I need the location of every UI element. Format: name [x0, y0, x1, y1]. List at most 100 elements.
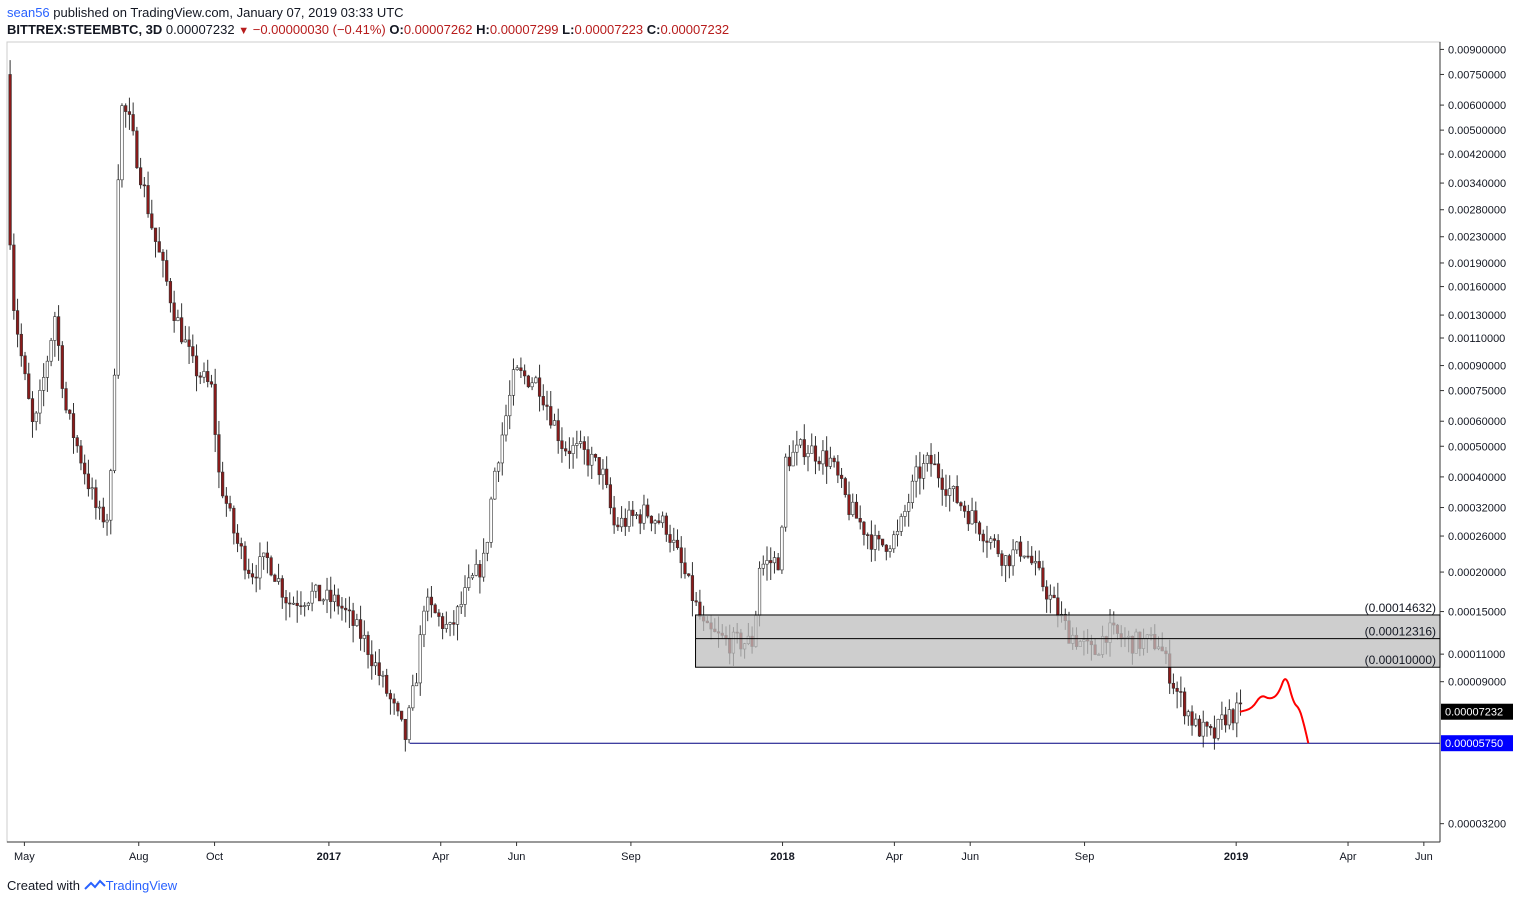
last-price: 0.00007232	[165, 22, 235, 37]
candle-down	[977, 522, 982, 535]
candle-up	[38, 390, 42, 414]
candle-down	[564, 448, 568, 452]
candle-up	[530, 382, 534, 388]
y-tick-label: 0.00003200	[1448, 819, 1506, 831]
candle-down	[664, 515, 668, 535]
zone-level-label: (0.00010000)	[1365, 653, 1436, 667]
candle-up	[90, 487, 94, 490]
candle-down	[623, 517, 627, 527]
candle-down	[288, 602, 292, 605]
candle-up	[914, 466, 918, 482]
candle-down	[366, 634, 370, 655]
candle-down	[1205, 721, 1209, 727]
y-tick-label: 0.00110000	[1448, 333, 1505, 345]
candle-down	[60, 345, 64, 389]
candle-down	[567, 450, 571, 454]
candle-up	[314, 584, 318, 592]
x-tick-label: Apr	[886, 851, 903, 863]
candle-down	[675, 539, 680, 549]
candle-up	[444, 624, 448, 629]
candle-down	[646, 504, 650, 517]
y-tick-label: 0.00750000	[1448, 69, 1506, 81]
candle-down	[27, 373, 31, 399]
candle-up	[116, 179, 120, 376]
candle-down	[213, 383, 217, 435]
projection-line[interactable]	[1239, 678, 1310, 744]
candle-down	[959, 502, 963, 507]
author-name[interactable]: sean56	[7, 5, 50, 20]
candle-up	[970, 510, 974, 525]
candle-down	[157, 241, 161, 253]
candle-down	[1212, 727, 1217, 739]
time-axis[interactable]: May Aug Oct 2017 Apr Jun Sep 2018 Apr Jun Sep 2019 A…	[14, 842, 1433, 863]
candle-down	[537, 377, 542, 397]
candle-down	[340, 605, 344, 609]
candle-down	[221, 471, 225, 497]
candle-up	[53, 316, 57, 341]
candle-down	[101, 506, 105, 523]
candle-down	[668, 534, 672, 543]
candle-down	[974, 510, 978, 524]
candle-up	[489, 498, 493, 543]
candle-up	[1004, 555, 1008, 566]
candle-up	[765, 560, 769, 565]
candle-up	[332, 594, 337, 603]
high-label: H:	[476, 22, 490, 37]
high-value: 0.00007299	[489, 22, 559, 37]
candle-down	[377, 662, 381, 676]
candle-down	[75, 437, 79, 447]
candle-up	[578, 441, 583, 444]
x-tick-label: Apr	[1339, 851, 1356, 863]
candle-down	[385, 674, 389, 694]
projection-path[interactable]	[1239, 678, 1310, 744]
y-tick-label: 0.00040000	[1448, 472, 1506, 484]
candle-down	[649, 515, 654, 524]
last-price-badge	[1441, 703, 1513, 720]
candle-down	[317, 584, 322, 602]
candle-down	[1175, 687, 1179, 692]
candle-up	[925, 454, 929, 464]
y-tick-label: 0.00500000	[1448, 125, 1506, 137]
candle-down	[981, 533, 985, 542]
candle-up	[474, 563, 478, 576]
candle-up	[176, 317, 180, 321]
candle-down	[1018, 541, 1023, 557]
candle-down	[206, 371, 210, 382]
candle-down	[94, 487, 98, 508]
supply-zone[interactable]: (0.00014632) (0.00012316) (0.00010000)	[695, 601, 1441, 668]
publish-info: sean56 published on TradingView.com, Jan…	[7, 5, 404, 20]
candle-down	[254, 576, 258, 579]
candle-down	[247, 569, 251, 574]
candle-up	[202, 371, 206, 378]
candle-down	[1045, 586, 1049, 600]
candle-up	[1216, 719, 1220, 739]
candle-down	[135, 130, 139, 169]
y-tick-label: 0.00160000	[1448, 282, 1506, 294]
candle-down	[358, 619, 363, 639]
y-tick-label: 0.00280000	[1448, 205, 1506, 217]
x-tick-label: Jun	[1415, 851, 1433, 863]
price-axis[interactable]: 0.00900000 0.00750000 0.00600000 0.00500000…	[1440, 44, 1506, 831]
candle-down	[150, 213, 154, 229]
candle-down	[30, 398, 35, 422]
candle-up	[653, 520, 657, 524]
tradingview-brand[interactable]: TradingView	[105, 878, 178, 893]
candle-down	[869, 534, 874, 550]
candle-down	[832, 457, 836, 463]
candle-down	[161, 251, 165, 261]
candle-down	[586, 449, 590, 466]
y-tick-label: 0.00190000	[1448, 258, 1506, 270]
candle-up	[627, 509, 631, 527]
candle-down	[139, 167, 143, 186]
candle-down	[228, 503, 232, 509]
candle-down	[1209, 725, 1213, 729]
candle-down	[884, 544, 888, 552]
candle-down	[1171, 682, 1176, 689]
candle-down	[191, 346, 195, 357]
candle-down	[787, 456, 791, 467]
candle-up	[806, 453, 810, 458]
candle-down	[776, 557, 780, 571]
candle-up	[276, 578, 281, 582]
zone-box[interactable]	[695, 614, 1441, 668]
